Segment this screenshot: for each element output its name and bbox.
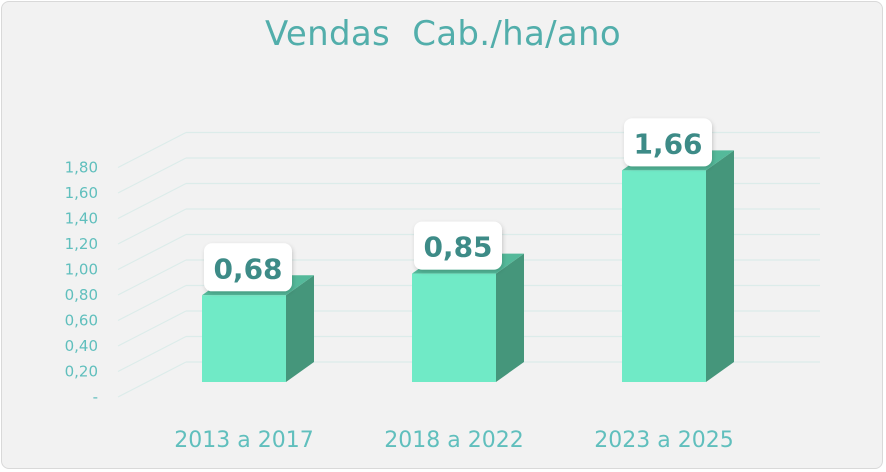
gridline-depth: [117, 259, 187, 296]
gridline-depth: [117, 284, 187, 322]
gridline-depth: [117, 182, 187, 220]
data-label-box: [414, 221, 502, 270]
y-tick-label: -: [93, 388, 98, 406]
y-tick-label: 1,20: [65, 235, 98, 253]
chart-title: Vendas Cab./ha/ano: [265, 14, 621, 54]
x-tick-label: 2023 a 2025: [594, 428, 733, 453]
bar: [622, 170, 706, 382]
gridline-depth: [117, 131, 187, 169]
gridline-depth: [117, 310, 187, 347]
y-tick-label: 1,80: [65, 159, 98, 177]
y-tick-label: 1,60: [65, 184, 98, 202]
gridline-depth: [117, 157, 187, 194]
bar-side: [496, 253, 524, 382]
bar: [412, 273, 496, 382]
bar-side: [706, 150, 734, 382]
data-label-box: [624, 118, 712, 167]
data-label: 0,68: [213, 252, 282, 285]
y-tick-label: 1,40: [65, 210, 98, 228]
gridline-depth: [117, 335, 187, 373]
y-tick-label: 0,20: [65, 363, 98, 381]
gridline-depth: [117, 361, 187, 398]
y-tick-label: 1,00: [65, 261, 98, 279]
data-label: 1,66: [633, 127, 702, 160]
x-tick-label: 2013 a 2017: [174, 428, 313, 453]
bar: [202, 295, 286, 382]
y-tick-label: 0,80: [65, 286, 98, 304]
y-tick-label: 0,60: [65, 312, 98, 330]
gridline-depth: [117, 208, 187, 245]
data-label: 0,85: [423, 231, 492, 264]
bar-side: [286, 275, 314, 382]
y-tick-label: 0,40: [65, 337, 98, 355]
data-label-box: [204, 243, 292, 292]
x-tick-label: 2018 a 2022: [384, 428, 523, 453]
gridline-depth: [117, 233, 187, 271]
